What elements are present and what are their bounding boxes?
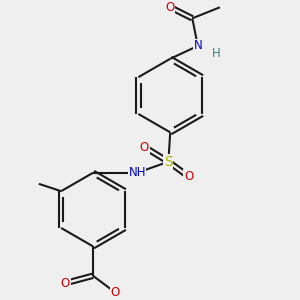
Text: O: O	[110, 286, 120, 299]
Text: O: O	[166, 1, 175, 14]
Text: O: O	[140, 140, 149, 154]
Text: O: O	[184, 170, 193, 183]
Text: N: N	[194, 39, 202, 52]
Text: H: H	[212, 47, 220, 60]
Text: O: O	[61, 277, 70, 290]
Text: S: S	[164, 155, 173, 169]
Text: NH: NH	[128, 166, 146, 179]
